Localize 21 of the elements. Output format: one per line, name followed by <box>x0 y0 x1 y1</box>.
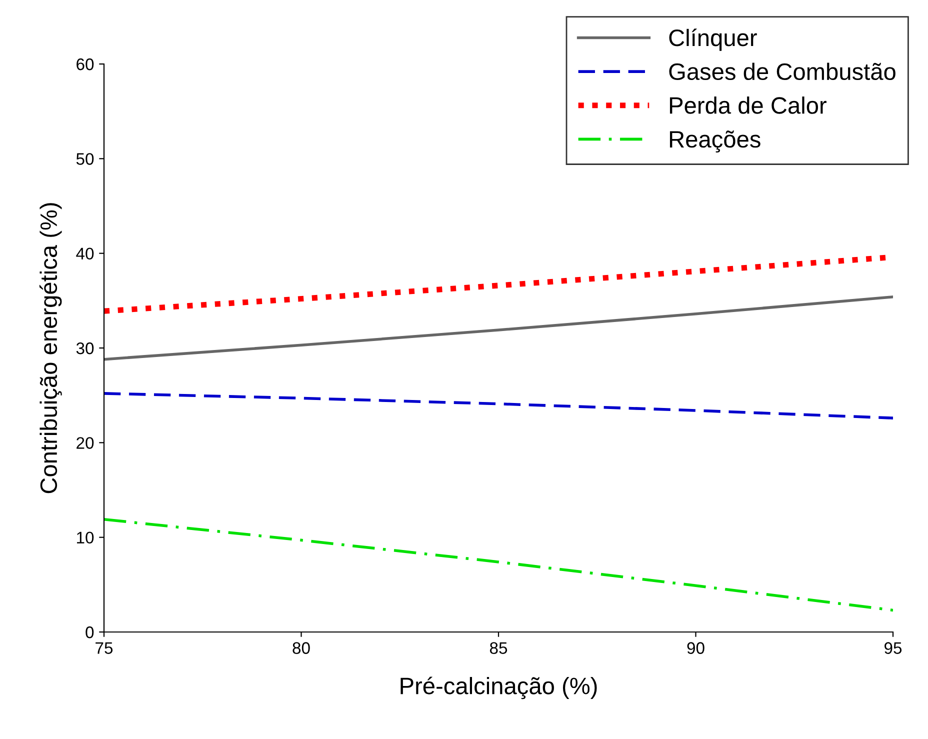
y-tick-label: 50 <box>76 153 94 165</box>
x-tick-label: 75 <box>96 642 113 654</box>
legend-label: Clínquer <box>669 28 757 51</box>
y-tick-label: 40 <box>76 248 94 260</box>
legend-label: Reações <box>670 130 760 152</box>
y-tick-label: 10 <box>77 532 94 544</box>
legend-label: Perda de Calor <box>670 96 826 114</box>
x-axis-title: Pré-calcinação (%) <box>400 676 597 700</box>
y-tick-label: 0 <box>86 626 94 638</box>
x-tick-label: 90 <box>687 642 704 654</box>
y-axis-title: Contribuição energética (%) <box>39 203 62 494</box>
y-tick-label: 60 <box>76 58 94 70</box>
y-tick-label: 30 <box>76 342 94 354</box>
legend-label: Gases de Combustão <box>669 62 896 80</box>
y-tick-label: 20 <box>76 437 94 449</box>
x-tick-label: 80 <box>292 642 310 654</box>
line-series <box>104 518 893 612</box>
line-series <box>104 392 893 420</box>
x-tick-label: 85 <box>490 642 508 654</box>
x-tick-label: 95 <box>884 642 902 654</box>
line-series <box>104 295 893 361</box>
